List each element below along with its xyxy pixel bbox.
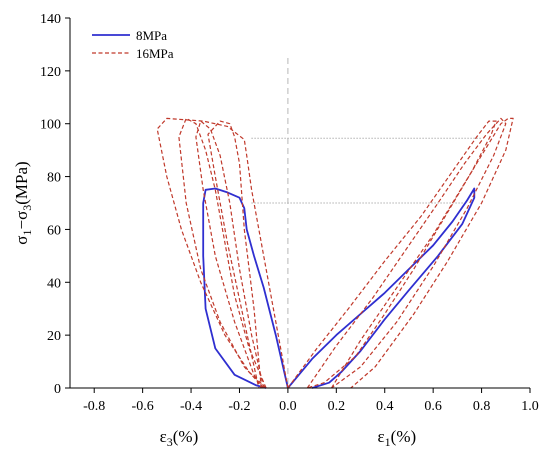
x-tick-label: 1.0	[521, 399, 539, 414]
x-axis-title-right: ε1(%)	[378, 427, 417, 449]
x-tick-label: -0.8	[83, 399, 105, 414]
reference-lines	[251, 58, 482, 388]
x-tick-label: 0.6	[424, 399, 442, 414]
x-tick-label: 0.8	[473, 399, 491, 414]
series-1-curve-5	[306, 117, 507, 389]
x-axis-title-left: ε3(%)	[160, 427, 199, 449]
series-1-curve-0	[156, 117, 289, 389]
y-tick-label: 120	[40, 65, 61, 80]
series-1	[156, 117, 514, 389]
series-1-curve-6	[330, 117, 514, 389]
series-1-curve-2	[195, 120, 265, 389]
x-tick-label: -0.6	[132, 399, 154, 414]
y-tick-label: 20	[47, 329, 61, 344]
y-tick-label: 80	[47, 171, 61, 186]
y-tick-label: 0	[54, 382, 61, 397]
series-0-curve-0	[202, 187, 289, 389]
y-tick-label: 100	[40, 118, 61, 133]
x-tick-label: 0.4	[376, 399, 394, 414]
x-tick-label: -0.2	[228, 399, 250, 414]
legend-label-0: 8MPa	[136, 28, 167, 43]
legend-label-1: 16MPa	[136, 46, 174, 61]
series-layer	[156, 117, 514, 389]
x-tick-label: 0.2	[328, 399, 346, 414]
legend: 8MPa 16MPa	[92, 28, 174, 61]
series-1-curve-3	[207, 120, 262, 389]
y-tick-label: 140	[40, 12, 61, 27]
series-0-curve-1	[287, 187, 476, 389]
series-1-curve-1	[178, 117, 267, 389]
axes: -0.8 -0.6 -0.4 -0.2 0.0 0.2 0.4 0.6 0.8 1.0 0 20 40 6…	[12, 12, 539, 449]
x-tick-label: -0.4	[180, 399, 202, 414]
y-axis-title: σ1−σ3(MPa)	[12, 161, 34, 244]
series-1-curve-4	[287, 120, 497, 389]
x-tick-label: 0.0	[279, 399, 297, 414]
y-tick-label: 40	[47, 276, 61, 291]
y-tick-label: 60	[47, 223, 61, 238]
